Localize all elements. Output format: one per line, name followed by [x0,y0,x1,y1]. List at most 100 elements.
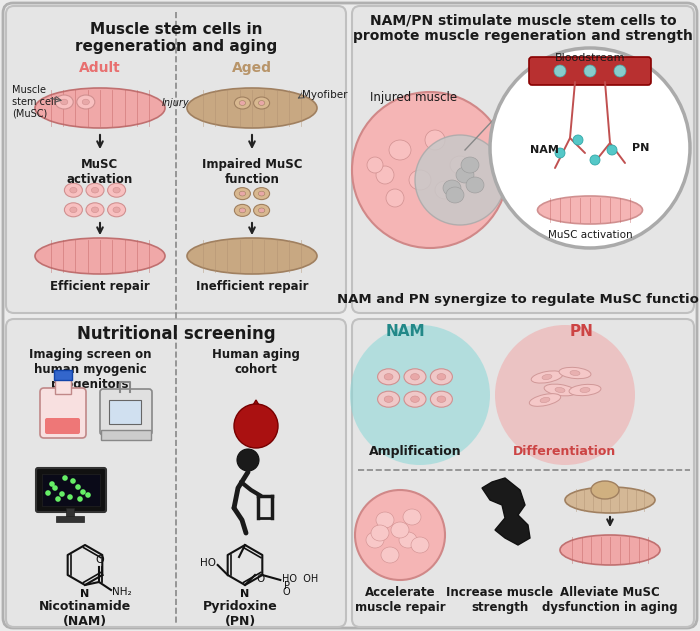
Circle shape [77,496,83,502]
Circle shape [70,478,76,484]
Ellipse shape [538,196,643,224]
Ellipse shape [384,396,393,403]
Text: NH₂: NH₂ [112,587,132,597]
Circle shape [49,481,55,487]
Circle shape [350,325,490,465]
Ellipse shape [461,157,479,173]
Ellipse shape [570,370,580,375]
Text: NAM/PN stimulate muscle stem cells to
promote muscle regeneration and strength: NAM/PN stimulate muscle stem cells to pr… [353,13,693,43]
Text: Human aging
cohort: Human aging cohort [212,348,300,376]
Bar [54,370,72,380]
Ellipse shape [435,181,455,199]
Ellipse shape [559,367,591,379]
Text: Increase muscle
strength: Increase muscle strength [447,586,554,614]
Ellipse shape [70,207,77,213]
Polygon shape [482,478,530,545]
Ellipse shape [450,156,470,174]
Circle shape [555,148,565,158]
Text: Bloodstream: Bloodstream [554,53,625,63]
Ellipse shape [253,204,270,216]
Ellipse shape [446,187,464,203]
Text: PN: PN [570,324,594,339]
Ellipse shape [35,238,165,274]
Ellipse shape [560,535,660,565]
Ellipse shape [253,97,270,109]
Ellipse shape [377,391,400,407]
Text: HO: HO [199,558,216,568]
Ellipse shape [77,95,94,109]
Text: NAM: NAM [385,324,425,339]
Text: Efficient repair: Efficient repair [50,280,150,293]
Ellipse shape [437,396,446,403]
Ellipse shape [376,166,394,184]
FancyBboxPatch shape [352,319,694,627]
Ellipse shape [386,189,404,207]
Text: Pyridoxine
(PN): Pyridoxine (PN) [202,600,277,628]
Circle shape [584,65,596,77]
Text: N: N [240,589,250,599]
Bar [42,474,100,506]
Ellipse shape [542,374,552,380]
Text: Accelerate
muscle repair: Accelerate muscle repair [355,586,445,614]
Ellipse shape [366,532,384,548]
Ellipse shape [92,207,99,213]
Ellipse shape [403,509,421,525]
Ellipse shape [389,140,411,160]
Text: O: O [96,555,104,565]
Ellipse shape [367,157,383,173]
Ellipse shape [258,208,265,213]
Text: Aged: Aged [232,61,272,75]
Ellipse shape [86,203,104,217]
Ellipse shape [371,525,389,541]
Text: Inefficient repair: Inefficient repair [196,280,308,293]
Ellipse shape [404,391,426,407]
Ellipse shape [381,547,399,563]
Ellipse shape [399,532,417,548]
Circle shape [85,492,91,498]
Ellipse shape [391,522,409,538]
Circle shape [234,404,278,448]
Ellipse shape [258,100,265,105]
Text: Differentiation: Differentiation [513,445,617,458]
Ellipse shape [55,95,74,109]
Text: HO  OH: HO OH [282,574,318,584]
Ellipse shape [555,387,565,392]
FancyBboxPatch shape [45,418,80,434]
Text: Impaired MuSC
function: Impaired MuSC function [202,158,302,186]
Circle shape [607,145,617,155]
Polygon shape [241,400,271,426]
Ellipse shape [82,99,90,105]
Ellipse shape [384,374,393,380]
Circle shape [237,449,259,471]
Ellipse shape [430,369,452,385]
Text: Myofiber: Myofiber [302,90,347,100]
Ellipse shape [430,391,452,407]
Ellipse shape [86,183,104,198]
Bar [101,430,151,440]
Circle shape [75,484,80,490]
Ellipse shape [529,394,561,406]
Ellipse shape [569,384,601,396]
Ellipse shape [411,396,419,403]
Ellipse shape [437,374,446,380]
Bar [55,378,71,394]
Ellipse shape [580,387,590,392]
Ellipse shape [187,88,317,128]
FancyBboxPatch shape [3,3,697,628]
Circle shape [614,65,626,77]
Text: MuSC activation: MuSC activation [547,230,632,240]
FancyBboxPatch shape [352,6,694,313]
Text: NAM and PN synergize to regulate MuSC function: NAM and PN synergize to regulate MuSC fu… [337,293,700,306]
Ellipse shape [544,384,576,396]
Bar [56,516,84,522]
Ellipse shape [239,100,246,105]
Ellipse shape [540,398,550,403]
Ellipse shape [456,167,474,183]
Text: Adult: Adult [79,61,121,75]
FancyBboxPatch shape [36,468,106,512]
Ellipse shape [108,203,125,217]
Ellipse shape [239,208,246,213]
Ellipse shape [113,187,120,193]
Circle shape [415,135,505,225]
Text: O: O [256,574,265,584]
